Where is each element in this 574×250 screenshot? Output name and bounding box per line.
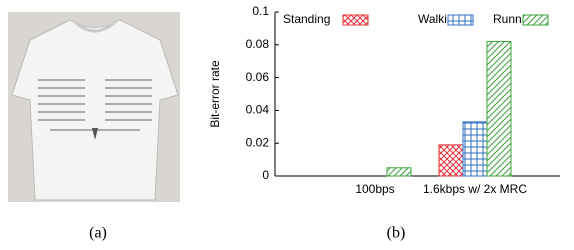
x-tick-label: 1.6kbps w/ 2x MRC [423,182,527,196]
y-tick-label: 0 [262,168,269,182]
bar [439,145,463,176]
caption: (a) [89,225,107,242]
figure: (a) (b) Bit-error rate 0 0.02 0.04 0.06 0.08… [0,0,574,245]
x-tick-label: 100bps [355,182,394,196]
y-tick-label: 0.06 [246,70,270,84]
legend-swatch [523,15,548,25]
y-tick-label: 0.04 [246,103,270,117]
legend-label: Standing [283,12,330,26]
y-tick-label: 0.02 [246,135,270,149]
legend-swatch [343,15,368,25]
y-tick-label: 0.1 [252,4,269,18]
caption: (b) [387,225,406,242]
y-axis-label: Bit-error rate [208,60,222,128]
bar [463,122,487,176]
bar [487,42,511,176]
y-tick-label: 0.08 [246,37,270,51]
photo [8,12,180,202]
bar [387,168,411,176]
legend-swatch [448,15,473,25]
